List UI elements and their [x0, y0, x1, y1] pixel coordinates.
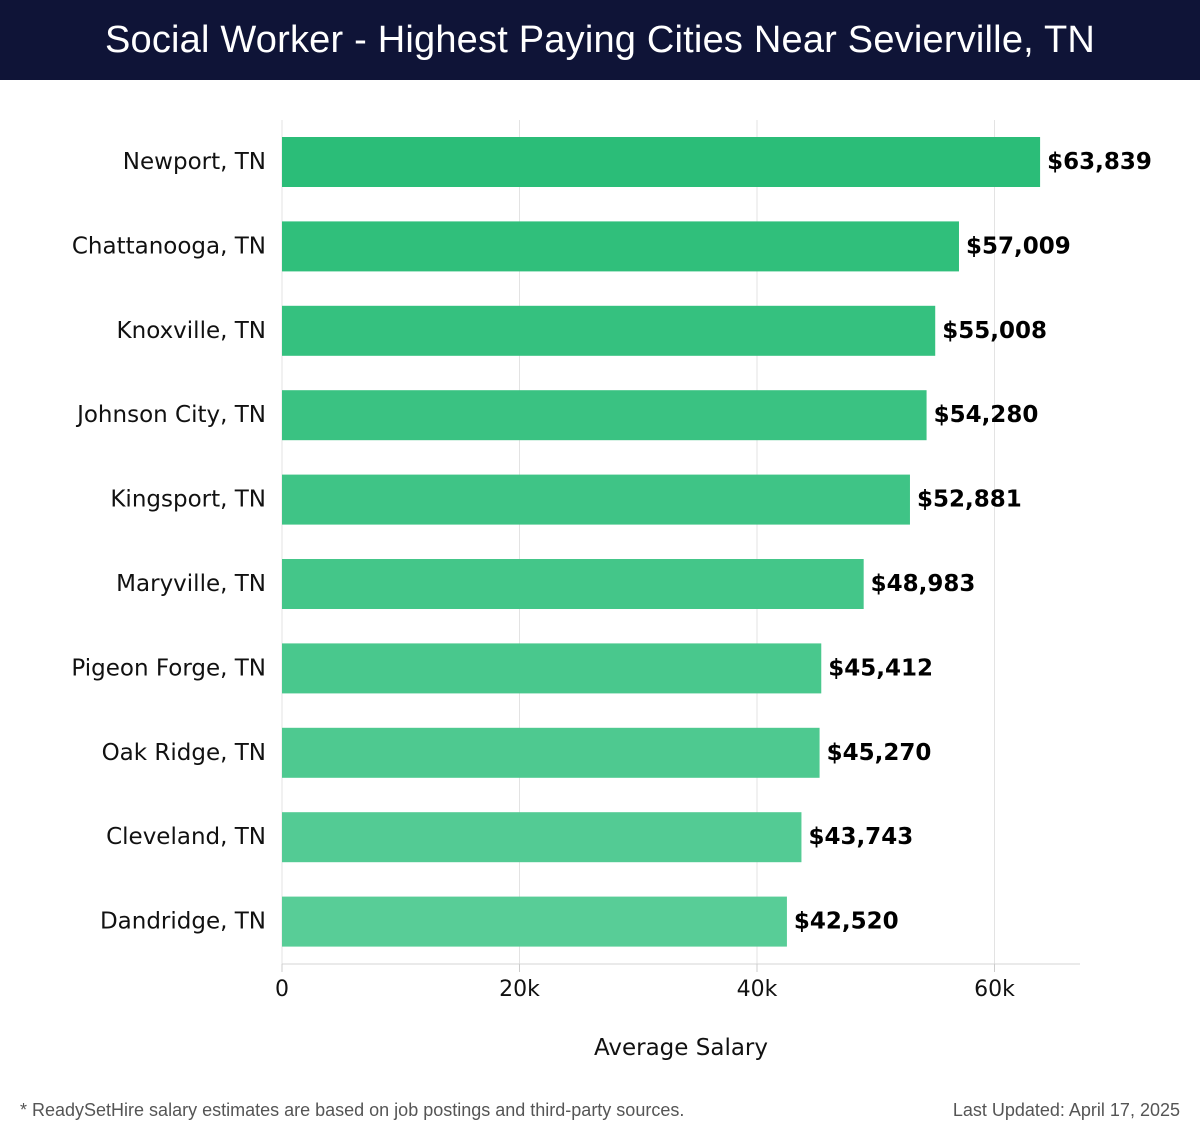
x-axis: 0 20k 40k 60k Average Salary: [275, 963, 1080, 1061]
category-label: Newport, TN: [123, 149, 266, 175]
bar-5: [282, 474, 910, 525]
labels: Newport, TN $63,839 Chattanooga, TN $57,009…: [71, 149, 1151, 935]
category-label: Dandridge, TN: [100, 909, 266, 935]
bar-7: [282, 643, 822, 694]
value-label: $42,520: [794, 909, 899, 935]
value-label: $52,881: [917, 487, 1022, 513]
bar-1: [282, 137, 1041, 187]
chart-title: Social Worker - Highest Paying Cities Ne…: [104, 18, 1096, 61]
category-label: Johnson City, TN: [75, 402, 266, 428]
category-label: Kingsport, TN: [110, 487, 266, 513]
x-tick-label: 0: [275, 977, 289, 1002]
value-label: $55,008: [942, 318, 1047, 344]
bar-9: [282, 812, 802, 863]
bar-8: [282, 727, 820, 778]
category-label: Knoxville, TN: [117, 318, 266, 344]
chart-header: Social Worker - Highest Paying Cities Ne…: [0, 0, 1200, 80]
salary-bar-chart: Newport, TN $63,839 Chattanooga, TN $57,009…: [71, 120, 1152, 1061]
bar-6: [282, 559, 864, 609]
value-label: $54,280: [934, 402, 1039, 428]
x-tick-label: 40k: [737, 977, 778, 1002]
bar-10: [282, 896, 787, 947]
category-label: Pigeon Forge, TN: [71, 655, 266, 681]
value-label: $45,270: [827, 740, 932, 766]
value-label: $63,839: [1047, 149, 1152, 175]
x-tick-label: 60k: [974, 977, 1015, 1002]
footer-note: * ReadySetHire salary estimates are base…: [20, 1100, 685, 1120]
x-tick-label: 20k: [499, 977, 540, 1002]
category-label: Cleveland, TN: [106, 824, 266, 850]
value-label: $48,983: [871, 571, 976, 597]
bar-2: [282, 221, 959, 272]
value-label: $57,009: [966, 233, 1071, 259]
category-label: Maryville, TN: [116, 571, 266, 597]
last-updated: Last Updated: April 17, 2025: [952, 1100, 1180, 1120]
bar-4: [282, 390, 927, 441]
x-axis-title: Average Salary: [594, 1035, 768, 1061]
category-label: Chattanooga, TN: [72, 233, 266, 259]
bar-3: [282, 305, 936, 356]
bars: [282, 137, 1041, 947]
value-label: $43,743: [808, 824, 913, 850]
value-label: $45,412: [828, 655, 933, 681]
category-label: Oak Ridge, TN: [102, 740, 266, 766]
